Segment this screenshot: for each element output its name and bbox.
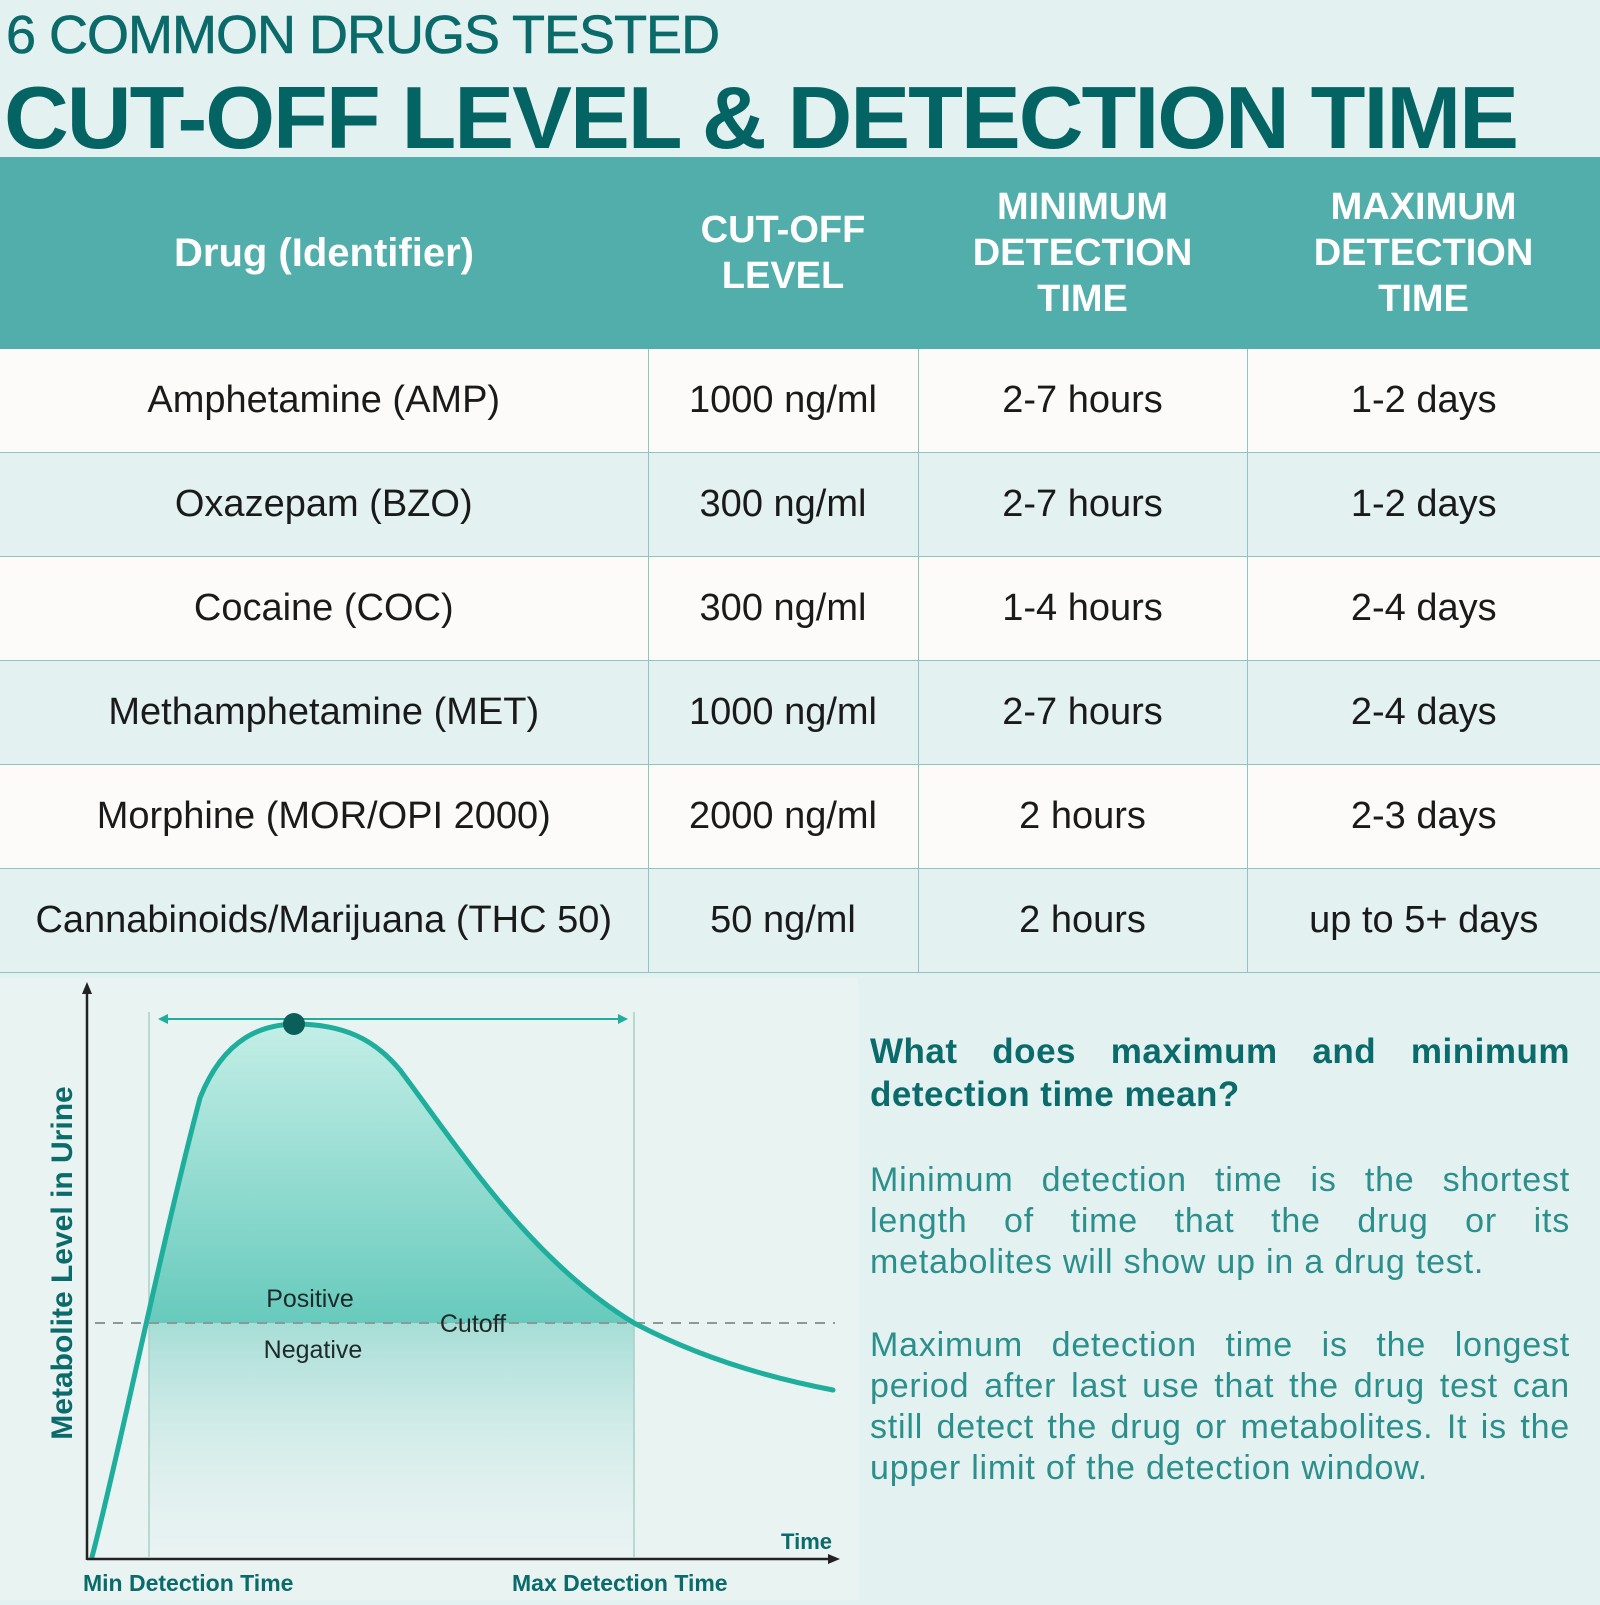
- min-time-cell: 2-7 hours: [917, 660, 1248, 765]
- negative-region: [149, 1323, 634, 1557]
- max-time-cell: up to 5+ days: [1246, 868, 1600, 973]
- table-header-row: Drug (Identifier) CUT-OFF LEVEL MINIMUM …: [0, 157, 1600, 349]
- cutoff-cell: 300 ng/ml: [647, 556, 919, 661]
- table-row: Morphine (MOR/OPI 2000) 2000 ng/ml 2 hou…: [0, 764, 1600, 869]
- table-row: Amphetamine (AMP) 1000 ng/ml 2-7 hours 1…: [0, 349, 1600, 453]
- column-header-min-time: MINIMUM DETECTION TIME: [918, 157, 1247, 349]
- max-time-cell: 2-4 days: [1246, 660, 1600, 765]
- min-time-cell: 1-4 hours: [917, 556, 1248, 661]
- cutoff-label: Cutoff: [440, 1310, 506, 1338]
- definition-panel: What does maximum and minimum detection …: [870, 1030, 1570, 1531]
- min-time-cell: 2 hours: [917, 764, 1248, 869]
- table-row: Cannabinoids/Marijuana (THC 50) 50 ng/ml…: [0, 868, 1600, 973]
- detection-window-diagram: Metabolite Level in Urine Time Positive …: [0, 978, 858, 1600]
- arrow-left-icon: [158, 1014, 168, 1024]
- cutoff-cell: 50 ng/ml: [647, 868, 919, 973]
- arrow-right-icon: [618, 1014, 628, 1024]
- table-row: Methamphetamine (MET) 1000 ng/ml 2-7 hou…: [0, 660, 1600, 765]
- column-header-drug: Drug (Identifier): [0, 157, 648, 349]
- max-time-cell: 2-3 days: [1246, 764, 1600, 869]
- cutoff-cell: 300 ng/ml: [647, 452, 919, 557]
- drug-cell: Morphine (MOR/OPI 2000): [0, 764, 649, 869]
- column-header-cutoff: CUT-OFF LEVEL: [648, 157, 918, 349]
- max-time-cell: 1-2 days: [1246, 349, 1600, 453]
- max-time-cell: 1-2 days: [1246, 452, 1600, 557]
- positive-region: [146, 1024, 634, 1323]
- table-row: Oxazepam (BZO) 300 ng/ml 2-7 hours 1-2 d…: [0, 452, 1600, 557]
- x-axis-arrow-icon: [828, 1554, 840, 1564]
- y-axis-label: Metabolite Level in Urine: [46, 1086, 79, 1439]
- negative-label: Negative: [264, 1336, 363, 1364]
- y-axis-arrow-icon: [82, 982, 92, 994]
- column-header-max-time: MAXIMUM DETECTION TIME: [1247, 157, 1600, 349]
- drug-table: Drug (Identifier) CUT-OFF LEVEL MINIMUM …: [0, 157, 1600, 973]
- drug-cell: Cocaine (COC): [0, 556, 649, 661]
- peak-marker: [283, 1013, 305, 1035]
- drug-cell: Methamphetamine (MET): [0, 660, 649, 765]
- definition-question: What does maximum and minimum detection …: [870, 1032, 1570, 1114]
- min-time-cell: 2-7 hours: [917, 452, 1248, 557]
- min-time-cell: 2 hours: [917, 868, 1248, 973]
- drug-cell: Cannabinoids/Marijuana (THC 50): [0, 868, 649, 973]
- page-title: CUT-OFF LEVEL & DETECTION TIME: [4, 68, 1519, 167]
- page-subtitle: 6 COMMON DRUGS TESTED: [6, 5, 721, 66]
- detection-curve-svg: Metabolite Level in Urine Time Positive …: [46, 982, 840, 1596]
- cutoff-cell: 1000 ng/ml: [647, 660, 919, 765]
- max-time-cell: 2-4 days: [1246, 556, 1600, 661]
- positive-label: Positive: [266, 1285, 354, 1313]
- x-axis-label: Time: [781, 1529, 832, 1554]
- min-detection-label: Min Detection Time: [83, 1570, 293, 1596]
- cutoff-cell: 2000 ng/ml: [647, 764, 919, 869]
- min-definition-text: Minimum detection time is the shortest l…: [870, 1161, 1570, 1281]
- table-row: Cocaine (COC) 300 ng/ml 1-4 hours 2-4 da…: [0, 556, 1600, 661]
- drug-cell: Oxazepam (BZO): [0, 452, 649, 557]
- max-definition-text: Maximum detection time is the longest pe…: [870, 1326, 1570, 1487]
- drug-cell: Amphetamine (AMP): [0, 349, 649, 453]
- min-time-cell: 2-7 hours: [917, 349, 1248, 453]
- max-detection-label: Max Detection Time: [512, 1570, 728, 1596]
- metabolite-curve: [89, 1021, 836, 1560]
- cutoff-cell: 1000 ng/ml: [647, 349, 919, 453]
